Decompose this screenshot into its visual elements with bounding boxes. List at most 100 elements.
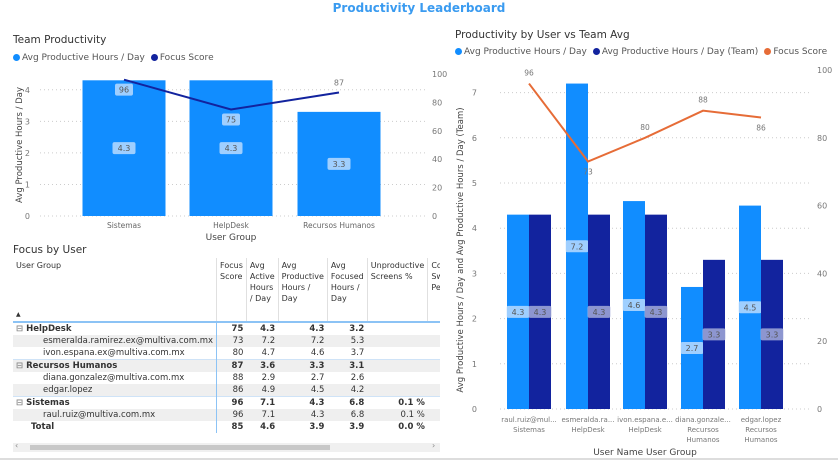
y2-tick-label: 20 xyxy=(432,184,442,193)
value-cell: 85 xyxy=(231,422,244,432)
x-axis-title: User Name User Group xyxy=(593,448,697,458)
y2-tick-label: 40 xyxy=(432,155,442,164)
legend-item[interactable]: Avg Productive Hours / Day xyxy=(455,47,587,57)
collapse-icon[interactable]: ⊟ xyxy=(16,398,27,408)
bar-data-label: 4.6 xyxy=(628,301,641,310)
line-data-label: 88 xyxy=(698,96,708,105)
bar-data-label-bg xyxy=(327,157,351,170)
table-title: Focus by User xyxy=(13,244,87,256)
x-tick-label: raul.ruiz@mul... xyxy=(501,416,557,424)
bar-data-label: 3.3 xyxy=(333,160,346,169)
value-cell: 86 xyxy=(216,384,247,397)
value-cell: 4.6 xyxy=(310,348,325,358)
bar-data-label-bg xyxy=(112,142,136,155)
y-axis-title: Avg Productive Hours / Day and Avg Produ… xyxy=(456,107,466,392)
focus-score-line xyxy=(528,82,762,163)
y2-tick-label: 40 xyxy=(817,269,827,278)
legend-dot-icon xyxy=(150,54,158,61)
value-cell: 4.3 xyxy=(278,396,328,409)
y-axis-title: Avg Productive Hours / Day xyxy=(15,87,25,203)
collapse-icon[interactable]: ⊟ xyxy=(16,324,27,334)
legend-item[interactable]: Focus Score xyxy=(150,53,214,63)
legend-item[interactable]: Avg Productive Hours / Day (Team) xyxy=(592,47,759,57)
value-cell: 8.9 xyxy=(428,421,440,433)
scrollbar-thumb[interactable] xyxy=(30,445,330,450)
collapse-icon[interactable]: ⊟ xyxy=(16,361,27,371)
value-cell: 12.2 xyxy=(428,347,440,360)
y-tick-label: 0 xyxy=(25,212,30,221)
value-cell: 3.6 xyxy=(246,359,279,372)
column-header[interactable]: Avg Active Hours / Day xyxy=(246,258,279,322)
value-cell: 2.7 xyxy=(310,373,325,383)
scroll-right-icon[interactable]: › xyxy=(432,441,436,450)
table-row[interactable]: raul.ruiz@multiva.com.mx 96 7.1 4.3 6.8 0.1 %… xyxy=(13,409,440,421)
value-cell: 80 xyxy=(232,348,244,358)
user-group-cell: edgar.lopez xyxy=(13,384,218,397)
x-tick-label: esmeralda.ra... xyxy=(562,416,615,424)
value-cell xyxy=(367,321,428,335)
value-cell: 5.3 xyxy=(327,335,368,347)
x-tick-label: Recursos xyxy=(745,426,777,434)
column-header[interactable]: Focus Score xyxy=(216,258,247,322)
value-cell: 87 xyxy=(216,359,247,372)
value-cell: 3.3 xyxy=(278,359,328,372)
column-header[interactable]: Context Switches Per Hour xyxy=(427,258,440,322)
legend-item[interactable]: Avg Productive Hours / Day xyxy=(13,53,145,63)
y-tick-label: 4 xyxy=(472,224,477,233)
value-cell xyxy=(367,384,428,397)
scroll-left-icon[interactable]: ‹ xyxy=(15,441,19,450)
table-row[interactable]: Total 85 4.6 3.9 3.9 0.0 %8.9 xyxy=(13,421,440,433)
value-cell: 0.0 % xyxy=(398,422,425,432)
table-row[interactable]: diana.gonzalez@multiva.com.mx 88 2.9 2.7 2.6… xyxy=(13,372,440,384)
y2-tick-label: 60 xyxy=(817,202,827,211)
legend-label: Avg Productive Hours / Day xyxy=(464,47,587,57)
user-group-cell: esmeralda.ramirez.ex@multiva.com.mx xyxy=(13,335,218,347)
value-cell: 4.6 xyxy=(260,422,276,432)
value-cell: 6.8 xyxy=(327,396,368,409)
y-tick-label: 4 xyxy=(25,86,30,95)
value-cell: 7.2 xyxy=(246,335,279,347)
page-title: Productivity Leaderboard xyxy=(332,1,506,15)
user-chart-legend: Avg Productive Hours / Day Avg Productiv… xyxy=(455,47,827,57)
bar-data-label: 3.3 xyxy=(708,330,721,339)
value-cell: 4.3 xyxy=(246,321,279,335)
column-header[interactable]: User Group ▲ xyxy=(13,258,218,322)
bar-data-label: 4.3 xyxy=(593,308,606,317)
bar-data-label-bg xyxy=(587,305,611,318)
column-header[interactable]: Unproductive Screens % xyxy=(367,258,429,322)
bar-data-label: 4.3 xyxy=(534,308,547,317)
table-row[interactable]: ivon.espana.ex@multiva.com.mx 80 4.7 4.6 3.7… xyxy=(13,347,440,360)
value-cell: 0.1 % xyxy=(367,409,428,421)
legend-dot-icon xyxy=(455,48,462,55)
column-header[interactable]: Avg Focused Hours / Day xyxy=(327,258,368,322)
y2-tick-label: 0 xyxy=(432,212,437,221)
legend-item[interactable]: Focus Score xyxy=(764,47,827,57)
value-cell: 7.1 xyxy=(428,372,440,384)
sort-ascending-icon[interactable]: ▲ xyxy=(16,311,21,318)
value-cell xyxy=(367,347,428,360)
bar-data-label-bg xyxy=(760,328,784,341)
column-header[interactable]: Avg Productive Hours / Day xyxy=(278,258,328,322)
value-cell: 7.1 xyxy=(246,396,279,409)
table-row[interactable]: esmeralda.ramirez.ex@multiva.com.mx 73 7.2… xyxy=(13,335,440,347)
bar-data-label: 4.5 xyxy=(744,303,757,312)
value-cell: 7.9 xyxy=(427,359,440,372)
x-tick-label: ivon.espana.e... xyxy=(617,416,673,424)
legend-label: Avg Productive Hours / Day (Team) xyxy=(601,47,759,57)
value-cell: 3.1 xyxy=(327,359,368,372)
legend-dot-icon xyxy=(592,48,600,55)
value-cell: 3.9 xyxy=(309,422,325,432)
bar-data-label: 4.3 xyxy=(650,308,663,317)
user-chart-title: Productivity by User vs Team Avg xyxy=(455,29,630,41)
line-data-label: 87 xyxy=(334,78,344,87)
value-cell: 2.6 xyxy=(350,373,365,383)
value-cell: 15.0 xyxy=(427,321,440,335)
x-tick-label: HelpDesk xyxy=(571,426,605,434)
bar-data-label: 7.2 xyxy=(571,242,584,251)
value-cell: 3.7 xyxy=(350,348,365,358)
bar-data-label-bg xyxy=(680,341,704,354)
